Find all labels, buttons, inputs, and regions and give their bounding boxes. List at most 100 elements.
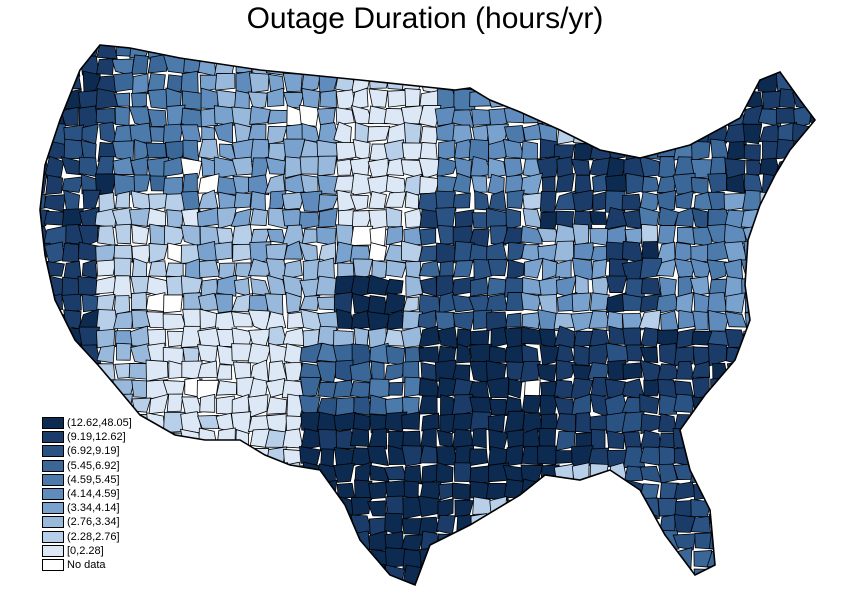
county-cell bbox=[689, 104, 712, 129]
county-cell bbox=[672, 172, 696, 195]
county-cell bbox=[129, 447, 149, 466]
county-cell bbox=[452, 58, 475, 78]
county-cell bbox=[145, 514, 166, 537]
county-cell bbox=[555, 259, 572, 279]
county-cell bbox=[571, 393, 592, 417]
county-cell bbox=[368, 190, 387, 210]
county-cell bbox=[146, 479, 169, 499]
county-cell bbox=[96, 259, 117, 277]
county-cell bbox=[163, 513, 187, 533]
county-cell bbox=[470, 566, 493, 585]
county-cell bbox=[471, 427, 487, 449]
county-cell bbox=[507, 241, 527, 262]
county-cell bbox=[266, 229, 286, 244]
county-cell bbox=[539, 530, 560, 552]
county-cell bbox=[708, 566, 726, 583]
county-cell bbox=[114, 223, 132, 245]
county-cell bbox=[759, 244, 779, 264]
county-cell bbox=[131, 462, 152, 484]
county-cell bbox=[740, 258, 765, 280]
county-cell bbox=[40, 311, 49, 332]
county-cell bbox=[555, 413, 577, 434]
county-cell bbox=[301, 580, 321, 585]
county-cell bbox=[793, 326, 815, 348]
county-cell bbox=[418, 53, 441, 77]
county-cell bbox=[724, 70, 743, 92]
county-cell bbox=[163, 225, 187, 247]
county-cell bbox=[40, 90, 50, 112]
county-cell bbox=[795, 564, 815, 585]
county-cell bbox=[419, 227, 437, 246]
county-cell bbox=[826, 109, 846, 123]
county-cell bbox=[148, 242, 169, 264]
map-title: Outage Duration (hours/yr) bbox=[246, 2, 604, 35]
county-cell bbox=[740, 515, 765, 537]
county-cell bbox=[488, 72, 510, 94]
county-cell bbox=[404, 88, 421, 108]
county-cell bbox=[505, 444, 524, 467]
county-cell bbox=[828, 38, 847, 59]
county-cell bbox=[592, 551, 608, 568]
county-cell bbox=[656, 106, 676, 128]
legend-swatch bbox=[42, 502, 64, 515]
county-cell bbox=[43, 155, 65, 179]
county-cell bbox=[572, 189, 594, 213]
county-cell bbox=[231, 580, 254, 585]
county-cell bbox=[538, 495, 556, 520]
county-cell bbox=[658, 463, 678, 484]
county-cell bbox=[808, 207, 815, 230]
county-cell bbox=[371, 259, 388, 280]
county-cell bbox=[232, 498, 251, 519]
county-cell bbox=[760, 583, 780, 585]
county-cell bbox=[401, 445, 423, 467]
county-cell bbox=[485, 532, 509, 550]
county-cell bbox=[554, 87, 576, 111]
county-cell bbox=[521, 582, 543, 585]
county-cell bbox=[796, 206, 811, 229]
county-cell bbox=[401, 411, 421, 430]
county-cell bbox=[180, 70, 199, 95]
county-cell bbox=[369, 342, 390, 365]
county-cell bbox=[316, 107, 336, 126]
county-cell bbox=[792, 495, 811, 518]
county-cell bbox=[793, 293, 815, 312]
county-cell bbox=[216, 427, 236, 447]
county-cell bbox=[147, 328, 167, 347]
county-cell bbox=[335, 142, 357, 161]
county-cell bbox=[488, 108, 508, 128]
county-cell bbox=[419, 126, 439, 146]
county-cell bbox=[40, 139, 49, 160]
county-cell bbox=[216, 274, 237, 297]
county-cell bbox=[811, 277, 815, 299]
county-cell bbox=[677, 88, 693, 111]
county-cell bbox=[40, 45, 51, 59]
county-cell bbox=[435, 564, 457, 585]
county-cell bbox=[436, 549, 456, 570]
county-cell bbox=[300, 54, 322, 75]
county-cell bbox=[148, 260, 168, 277]
county-cell bbox=[316, 45, 338, 57]
county-cell bbox=[488, 138, 510, 161]
county-cell bbox=[486, 376, 509, 399]
county-cell bbox=[657, 497, 678, 517]
county-cell bbox=[352, 412, 371, 434]
county-cell bbox=[43, 194, 66, 213]
county-cell bbox=[299, 479, 321, 502]
county-cell bbox=[81, 293, 100, 313]
county-cell bbox=[199, 513, 218, 534]
county-cell bbox=[743, 144, 761, 162]
county-cell bbox=[44, 365, 68, 382]
county-cell bbox=[350, 172, 372, 196]
county-cell bbox=[436, 156, 458, 178]
county-cell bbox=[265, 157, 287, 175]
county-cell bbox=[605, 275, 628, 293]
county-cell bbox=[43, 345, 68, 365]
county-cell bbox=[385, 206, 403, 228]
county-cell bbox=[742, 395, 762, 417]
county-cell bbox=[235, 54, 253, 74]
county-cell bbox=[183, 529, 202, 551]
county-cell bbox=[215, 380, 238, 396]
county-cell bbox=[44, 45, 67, 60]
county-cell bbox=[638, 72, 658, 94]
county-cell bbox=[131, 292, 147, 310]
